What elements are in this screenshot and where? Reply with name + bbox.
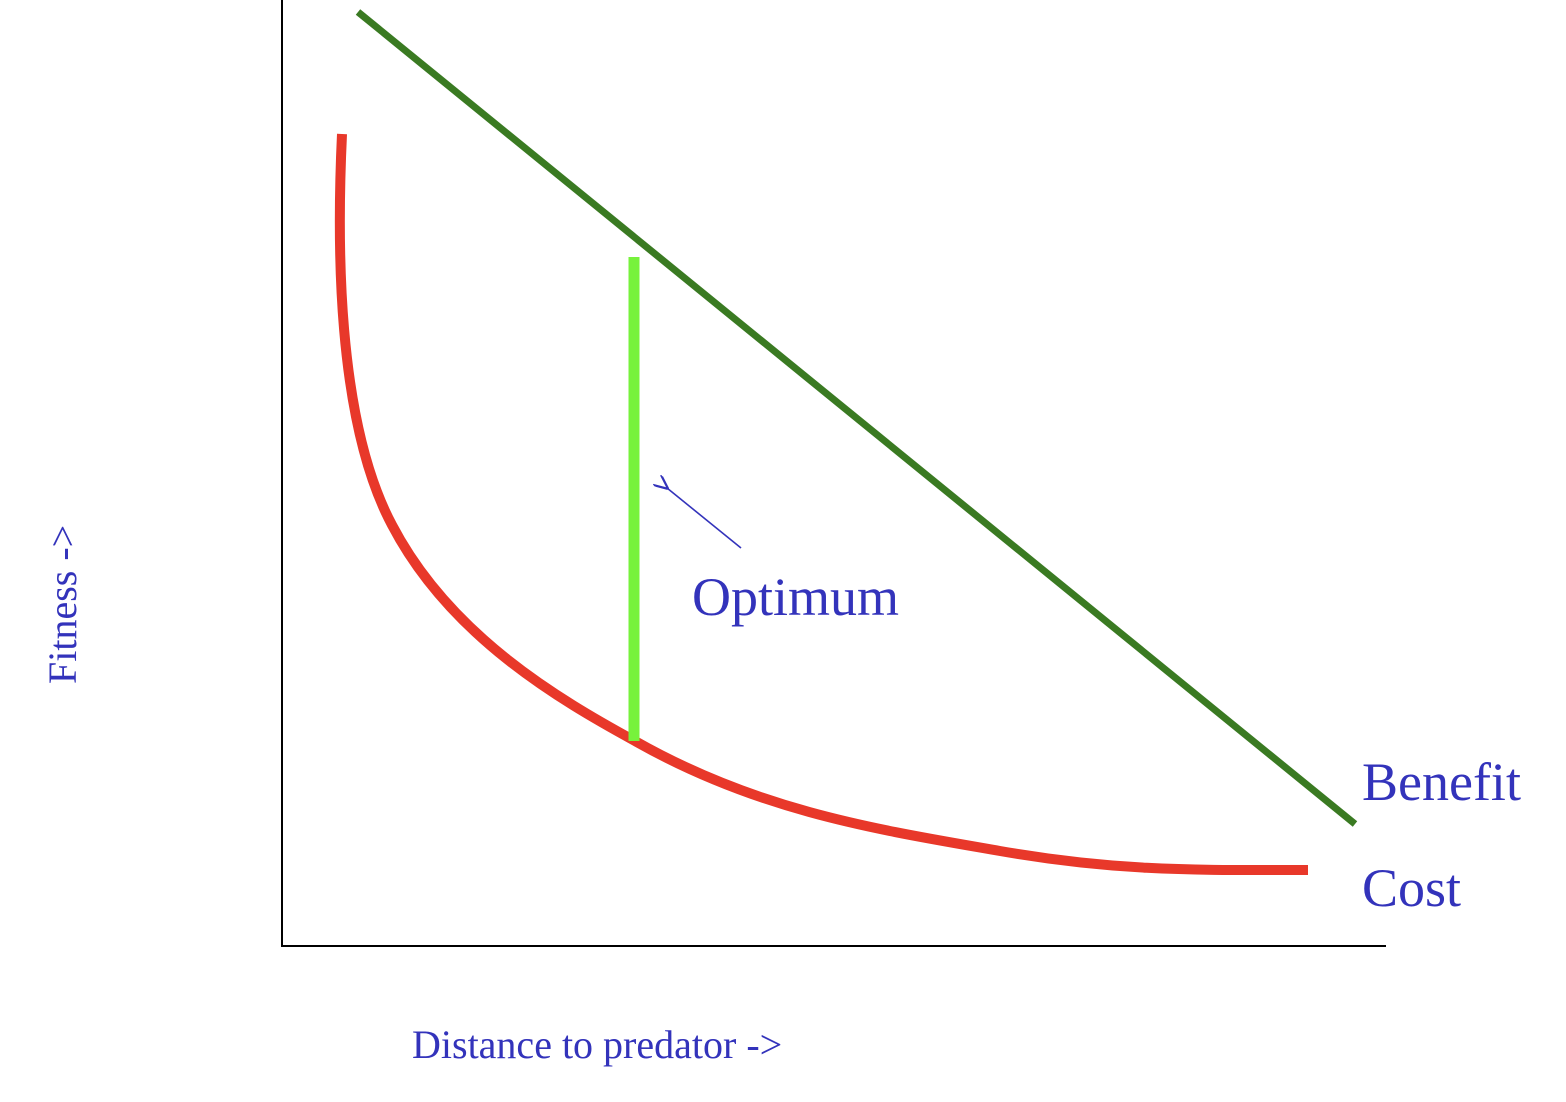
arrow-icon <box>667 488 742 549</box>
y-axis-label: Fitness -> <box>40 525 85 684</box>
cost-label: Cost <box>1362 858 1461 918</box>
optimum-label: Optimum <box>692 567 899 627</box>
cost-curve <box>334 133 1309 876</box>
benefit-line <box>355 9 1358 827</box>
x-axis-label: Distance to predator -> <box>412 1022 782 1067</box>
benefit-label: Benefit <box>1362 752 1521 812</box>
